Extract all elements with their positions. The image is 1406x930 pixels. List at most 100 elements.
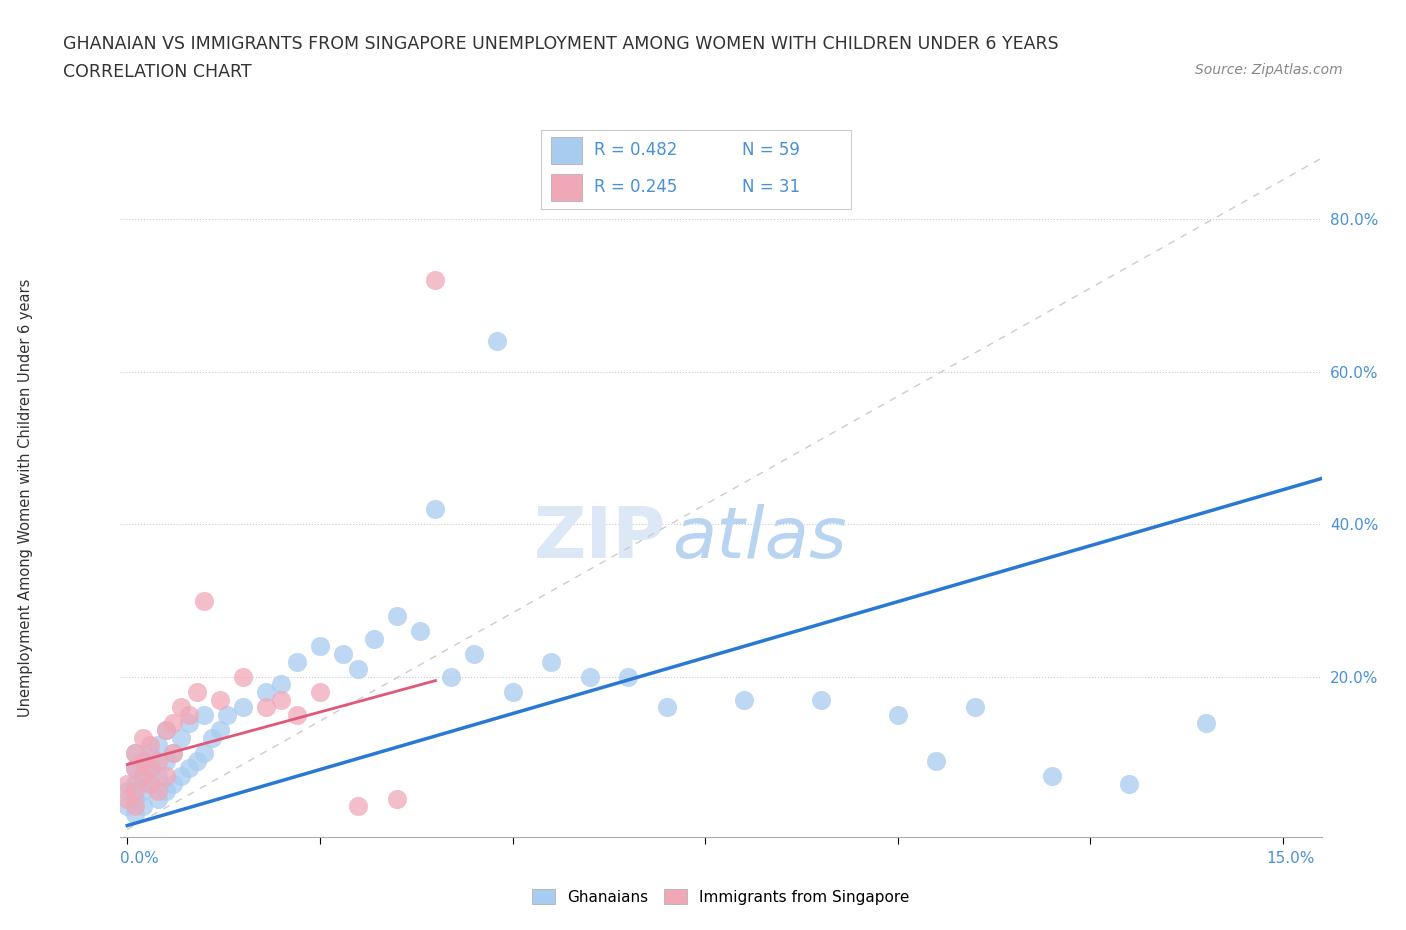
Point bbox=[201, 730, 224, 745]
Point bbox=[270, 692, 292, 707]
Point bbox=[425, 272, 447, 287]
Point bbox=[486, 334, 509, 349]
Point bbox=[347, 799, 370, 814]
Point bbox=[124, 799, 146, 814]
Point bbox=[162, 746, 184, 761]
Point bbox=[155, 753, 177, 768]
Point bbox=[463, 646, 485, 661]
Point bbox=[578, 670, 600, 684]
Point bbox=[146, 753, 169, 768]
Point bbox=[155, 723, 177, 737]
Point bbox=[115, 784, 138, 799]
Text: CORRELATION CHART: CORRELATION CHART bbox=[63, 63, 252, 81]
Point bbox=[131, 799, 153, 814]
Point bbox=[254, 700, 277, 715]
Point bbox=[170, 700, 193, 715]
Point bbox=[124, 791, 146, 806]
Point bbox=[146, 738, 169, 753]
Point bbox=[146, 768, 169, 783]
Text: Source: ZipAtlas.com: Source: ZipAtlas.com bbox=[1195, 63, 1343, 77]
Point bbox=[131, 768, 153, 783]
Point bbox=[162, 715, 184, 730]
Point bbox=[193, 593, 215, 608]
Point bbox=[186, 684, 208, 699]
FancyBboxPatch shape bbox=[551, 138, 582, 165]
Text: N = 59: N = 59 bbox=[742, 141, 800, 159]
Point bbox=[232, 700, 254, 715]
Point bbox=[409, 624, 432, 639]
Point bbox=[270, 677, 292, 692]
Point bbox=[124, 746, 146, 761]
Point bbox=[963, 700, 986, 715]
Point bbox=[139, 761, 162, 776]
Point bbox=[124, 806, 146, 821]
Point bbox=[208, 723, 231, 737]
Text: N = 31: N = 31 bbox=[742, 179, 800, 196]
Point bbox=[385, 791, 408, 806]
Text: ZIP: ZIP bbox=[534, 504, 666, 573]
Point bbox=[170, 768, 193, 783]
Point bbox=[146, 791, 169, 806]
Point bbox=[347, 662, 370, 677]
Point bbox=[385, 608, 408, 623]
Point bbox=[655, 700, 678, 715]
Point bbox=[617, 670, 640, 684]
Point bbox=[115, 777, 138, 791]
Point bbox=[139, 761, 162, 776]
Point bbox=[193, 746, 215, 761]
Point bbox=[131, 730, 153, 745]
Point bbox=[285, 654, 308, 669]
Point bbox=[115, 799, 138, 814]
Point bbox=[1118, 777, 1140, 791]
Point bbox=[309, 684, 332, 699]
Point bbox=[115, 791, 138, 806]
Point bbox=[363, 631, 385, 646]
Point bbox=[155, 768, 177, 783]
Point bbox=[232, 670, 254, 684]
Point bbox=[139, 777, 162, 791]
Point bbox=[217, 708, 239, 723]
Point bbox=[177, 761, 200, 776]
Text: Unemployment Among Women with Children Under 6 years: Unemployment Among Women with Children U… bbox=[18, 278, 32, 717]
Text: R = 0.482: R = 0.482 bbox=[593, 141, 678, 159]
Point bbox=[162, 777, 184, 791]
Point bbox=[162, 746, 184, 761]
Point bbox=[124, 746, 146, 761]
Point bbox=[124, 777, 146, 791]
Point bbox=[177, 708, 200, 723]
Point bbox=[1195, 715, 1218, 730]
Point bbox=[810, 692, 832, 707]
Point bbox=[285, 708, 308, 723]
Point bbox=[124, 761, 146, 776]
Point bbox=[131, 784, 153, 799]
Point bbox=[186, 753, 208, 768]
Point bbox=[155, 723, 177, 737]
Point bbox=[170, 730, 193, 745]
Point bbox=[925, 753, 948, 768]
Text: 0.0%: 0.0% bbox=[120, 851, 159, 866]
Point bbox=[139, 777, 162, 791]
Point bbox=[502, 684, 524, 699]
Point bbox=[887, 708, 910, 723]
Point bbox=[309, 639, 332, 654]
Point bbox=[131, 768, 153, 783]
Point bbox=[208, 692, 231, 707]
Point bbox=[131, 753, 153, 768]
Point bbox=[440, 670, 463, 684]
Point bbox=[146, 784, 169, 799]
Point bbox=[131, 753, 153, 768]
Text: GHANAIAN VS IMMIGRANTS FROM SINGAPORE UNEMPLOYMENT AMONG WOMEN WITH CHILDREN UND: GHANAIAN VS IMMIGRANTS FROM SINGAPORE UN… bbox=[63, 35, 1059, 53]
Point bbox=[1040, 768, 1063, 783]
Point bbox=[155, 784, 177, 799]
FancyBboxPatch shape bbox=[551, 175, 582, 202]
Text: 15.0%: 15.0% bbox=[1267, 851, 1315, 866]
Point bbox=[332, 646, 354, 661]
Point bbox=[177, 715, 200, 730]
Point bbox=[139, 738, 162, 753]
Point bbox=[139, 746, 162, 761]
Point bbox=[540, 654, 562, 669]
Point bbox=[124, 784, 146, 799]
Point bbox=[254, 684, 277, 699]
Point bbox=[733, 692, 755, 707]
Point bbox=[193, 708, 215, 723]
